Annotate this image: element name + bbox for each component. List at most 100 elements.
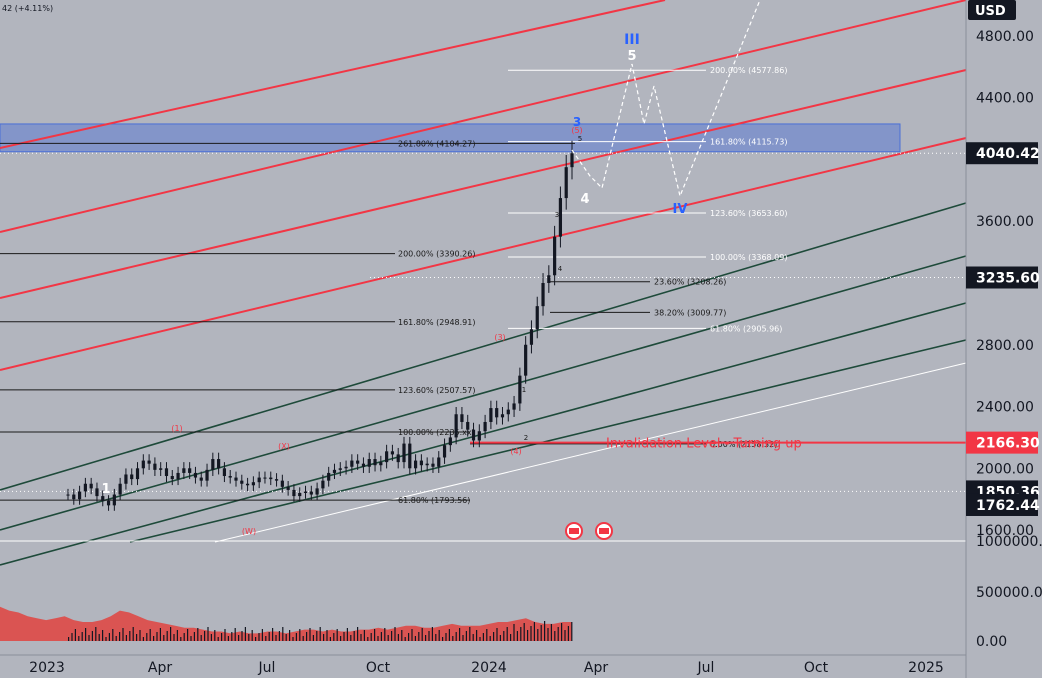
volume-bar: [533, 622, 535, 641]
fib-right-label-6: 38.20% (3009.77): [654, 308, 726, 317]
candle-body: [188, 468, 192, 473]
candle-body: [466, 421, 470, 430]
price-badge-bg-2: [966, 266, 1038, 289]
volume-bar: [394, 627, 396, 641]
channel-lines-layer: [0, 0, 967, 566]
time-axis[interactable]: 2023 Apr Jul Oct 2024 Apr Jul Oct 2025: [0, 654, 966, 676]
candle-body: [141, 460, 145, 469]
candle-body: [460, 414, 464, 422]
volume-bar: [520, 627, 522, 641]
volume-bar: [425, 635, 427, 641]
volume-bar: [387, 635, 389, 641]
volume-bar: [193, 632, 195, 641]
volume-bar: [350, 635, 352, 641]
volume-bar: [329, 637, 331, 641]
volume-bar: [149, 629, 151, 641]
volume-bar: [374, 629, 376, 641]
time-tick-label-3: Jul: [258, 660, 276, 676]
volume-bar: [221, 633, 223, 641]
currency-badge[interactable]: USD: [968, 0, 1016, 20]
volume-bar: [197, 628, 199, 641]
candle-body: [205, 469, 209, 481]
candle-body: [286, 486, 290, 490]
green-channel-line-1: [0, 202, 967, 491]
red-channel-line-2: [0, 0, 967, 233]
wave-label-5: IV: [673, 202, 688, 217]
red-channel-line-3: [0, 69, 967, 299]
wave-label-15: 3: [555, 211, 559, 219]
volume-bar: [258, 633, 260, 641]
volume-bar: [411, 629, 413, 641]
volume-bar: [506, 627, 508, 641]
volume-bar: [95, 627, 97, 641]
candle-body: [77, 491, 82, 500]
candle-body: [390, 451, 395, 455]
fib-right-label-2: 161.80% (4115.73): [710, 138, 787, 147]
candle-body: [234, 477, 238, 481]
candle-body: [95, 488, 99, 497]
volume-bar: [102, 630, 104, 641]
volume-bar: [289, 630, 291, 641]
candle-body: [263, 477, 267, 479]
green-channel-line-2: [0, 255, 967, 531]
candle-body: [529, 329, 534, 345]
volume-bar: [384, 628, 386, 641]
volume-bar: [108, 633, 110, 641]
volume-bar: [105, 637, 107, 641]
candle-body: [425, 463, 429, 466]
candle-body: [413, 460, 418, 469]
volume-bar: [234, 628, 236, 641]
price-badge-bg-3: [966, 431, 1038, 454]
candle-body: [89, 483, 93, 489]
volume-bar: [153, 636, 155, 641]
wave-label-17: 5: [578, 135, 582, 143]
red-channel-line-1: [0, 0, 666, 149]
wave-label-3: 3: [573, 115, 581, 129]
volume-bar: [465, 631, 467, 641]
volume-bar: [391, 631, 393, 641]
candle-body: [344, 466, 348, 469]
volume-bar: [319, 627, 321, 641]
volume-layer: [0, 606, 573, 641]
price-axis[interactable]: 4800.00 4400.00 3600.00 2800.00 2400.00 2000.…: [965, 0, 1042, 678]
candle-body: [66, 494, 70, 496]
volume-bar: [170, 627, 172, 641]
volume-bar: [129, 631, 131, 641]
candle-body: [228, 476, 232, 478]
volume-bar: [292, 637, 294, 641]
target-zone-layer: [0, 123, 901, 153]
candle-body: [217, 459, 221, 469]
time-tick-label-5: 2024: [471, 660, 507, 676]
candle-body: [570, 153, 574, 168]
fib-right-label-8: 0.00% (2158.32): [710, 440, 777, 449]
candle-body: [153, 463, 157, 470]
volume-bar: [231, 632, 233, 641]
candle-body: [431, 463, 435, 467]
candle-body: [257, 477, 261, 483]
time-tick-label-2: Apr: [148, 660, 172, 676]
wave-label-4: 4: [580, 192, 589, 207]
fib-left-label-4: 123.60% (2507.57): [398, 386, 475, 395]
candle-body: [483, 421, 487, 432]
wave-label-13: 1: [522, 386, 526, 394]
volume-bar: [132, 627, 134, 641]
candle-body: [396, 454, 400, 463]
candle-body: [402, 443, 406, 463]
volume-bar: [554, 631, 556, 641]
volume-bar: [122, 628, 124, 641]
candle-body: [101, 496, 105, 501]
volume-bar: [547, 628, 549, 641]
time-tick-label-9: 2025: [908, 660, 944, 676]
volume-bar: [302, 636, 304, 641]
event-flag-stripe-icon: [569, 528, 579, 534]
price-badge-label-1: 4040.42: [976, 146, 1040, 162]
candle-body: [367, 459, 371, 467]
volume-bar: [564, 630, 566, 641]
volume-bar: [516, 631, 518, 641]
candle-body: [159, 468, 163, 470]
volume-bar: [431, 627, 433, 641]
volume-bar: [255, 637, 257, 641]
volume-bar: [173, 634, 175, 641]
